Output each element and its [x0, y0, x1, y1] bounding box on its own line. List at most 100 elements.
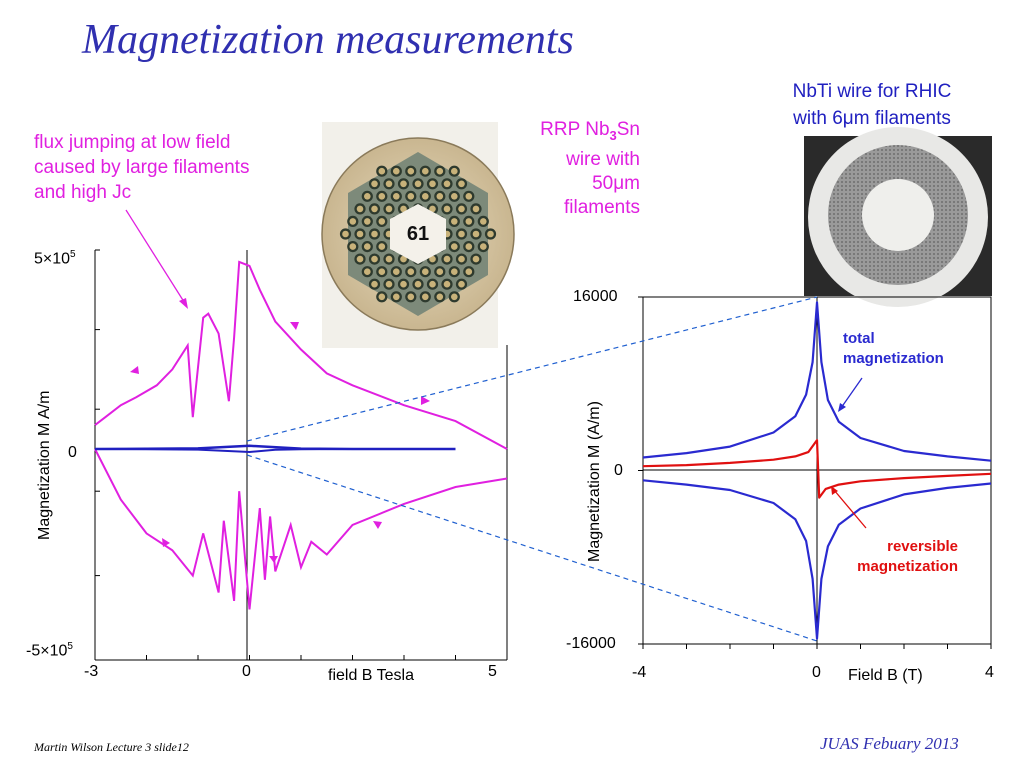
rrp-filament-core	[472, 205, 480, 213]
left-ytick-top: 5×105	[34, 249, 76, 268]
left-series	[94, 260, 508, 610]
rrp-filament-core	[443, 205, 451, 213]
rrp-filament-core	[472, 230, 480, 238]
right-chart	[638, 296, 992, 649]
rrp-filament-core	[465, 243, 473, 250]
right-series-reversible	[642, 439, 992, 499]
left-xtick-left: -3	[84, 663, 99, 680]
left-ytick-bottom: -5×105	[26, 641, 73, 660]
rrp-filament-core	[349, 243, 357, 250]
direction-arrow	[162, 538, 170, 547]
rrp-filament-core	[385, 205, 393, 213]
reversible-arrowhead	[831, 486, 838, 495]
page-title: Magnetization measurements	[82, 17, 574, 63]
rrp-filament-core	[436, 193, 444, 200]
rrp-filament-core	[378, 268, 386, 276]
direction-arrow	[373, 521, 382, 529]
right-xtick-right: 4	[985, 664, 994, 681]
rrp-filament-core	[414, 180, 422, 188]
rrp-filament-core	[436, 293, 444, 301]
rrp-label-b: Sn	[616, 119, 640, 140]
rrp-filament-core	[429, 205, 436, 213]
left-series-magenta	[94, 448, 508, 610]
rrp-filament-core	[472, 255, 480, 263]
left-xtick-right: 5	[488, 663, 497, 680]
rrp-filament-core	[356, 255, 364, 263]
rrp-filament-core	[458, 205, 465, 213]
rrp-filament-core	[451, 193, 458, 200]
rrp-wire-note: RRP Nb3Sn wire with 50μm filaments	[500, 118, 640, 220]
rrp-filament-core	[429, 180, 436, 188]
direction-arrow	[290, 322, 299, 330]
rrp-filament-core	[371, 255, 378, 263]
rrp-filament-core	[429, 280, 436, 288]
rrp-filament-core	[378, 243, 386, 250]
rrp-filament-core	[371, 180, 378, 188]
rrp-subscript: 3	[609, 127, 617, 143]
rrp-filament-core	[400, 180, 407, 188]
right-ytick-zero: 0	[614, 462, 623, 479]
rrp-filament-core	[407, 293, 415, 301]
rrp-filament-core	[422, 293, 429, 301]
total-arrowhead	[838, 403, 846, 412]
rrp-filament-core	[400, 255, 407, 263]
rrp-filament-core	[451, 167, 458, 175]
right-series-total	[642, 479, 992, 640]
left-y-axis-label: Magnetization M A/m	[36, 390, 53, 540]
rrp-filament-core	[378, 167, 386, 175]
rrp-filament-core	[443, 255, 451, 263]
rrp-filament-count: 61	[407, 223, 429, 245]
rrp-filament-core	[443, 180, 451, 188]
rrp-filament-core	[364, 243, 371, 250]
rrp-filament-core	[407, 167, 415, 175]
rrp-filament-core	[487, 230, 494, 238]
rrp-filament-core	[436, 268, 444, 276]
rrp-filament-core	[458, 255, 465, 263]
rrp-line-3: 50μm	[592, 172, 640, 194]
rrp-filament-core	[436, 167, 444, 175]
rrp-filament-core	[349, 218, 357, 225]
reversible-pointer	[833, 489, 867, 529]
rrp-filament-core	[385, 180, 393, 188]
flux-note-arrowhead	[179, 298, 188, 309]
rrp-filament-core	[465, 218, 473, 225]
rrp-filament-core	[371, 205, 378, 213]
flux-jumping-note: flux jumping at low field caused by larg…	[34, 132, 250, 203]
left-xtick-zero: 0	[242, 663, 251, 680]
right-xtick-left: -4	[632, 664, 647, 681]
nbti-wire-note: NbTi wire for RHIC with 6μm filaments	[766, 78, 978, 132]
rrp-filament-core	[422, 193, 429, 200]
rrp-filament-core	[465, 193, 473, 200]
total-magnetization-label: total magnetization	[843, 330, 944, 367]
rrp-label-a: RRP Nb	[540, 119, 610, 140]
rrp-filament-core	[480, 243, 487, 250]
rrp-filament-core	[400, 280, 407, 288]
left-x-axis-label: field B Tesla	[328, 667, 414, 684]
rrp-filament-core	[393, 167, 400, 175]
left-series-blue-lower	[94, 448, 456, 454]
right-ticks	[638, 296, 992, 649]
rrp-filament-core	[393, 268, 400, 276]
rrp-filament-core	[393, 293, 400, 301]
flux-note-pointer	[125, 209, 187, 306]
rrp-filament-core	[356, 205, 364, 213]
rrp-filament-core	[356, 230, 364, 238]
right-x-axis-label: Field B (T)	[848, 667, 923, 684]
rrp-filament-core	[422, 167, 429, 175]
rrp-filament-core	[458, 180, 465, 188]
left-chart	[94, 249, 508, 661]
rrp-filament-core	[378, 293, 386, 301]
rrp-filament-core	[458, 280, 465, 288]
rrp-filament-core	[480, 218, 487, 225]
zoom-line-top	[246, 296, 818, 442]
rrp-filament-core	[378, 193, 386, 200]
rrp-filament-core	[364, 268, 371, 276]
footer-author: Martin Wilson Lecture 3 slide12	[34, 740, 189, 754]
rrp-filament-core	[407, 193, 415, 200]
rrp-filament-core	[422, 268, 429, 276]
left-ytick-zero: 0	[68, 444, 77, 461]
rrp-filament-core	[458, 230, 465, 238]
rrp-filament-core	[385, 255, 393, 263]
rrp-filament-core	[400, 205, 407, 213]
